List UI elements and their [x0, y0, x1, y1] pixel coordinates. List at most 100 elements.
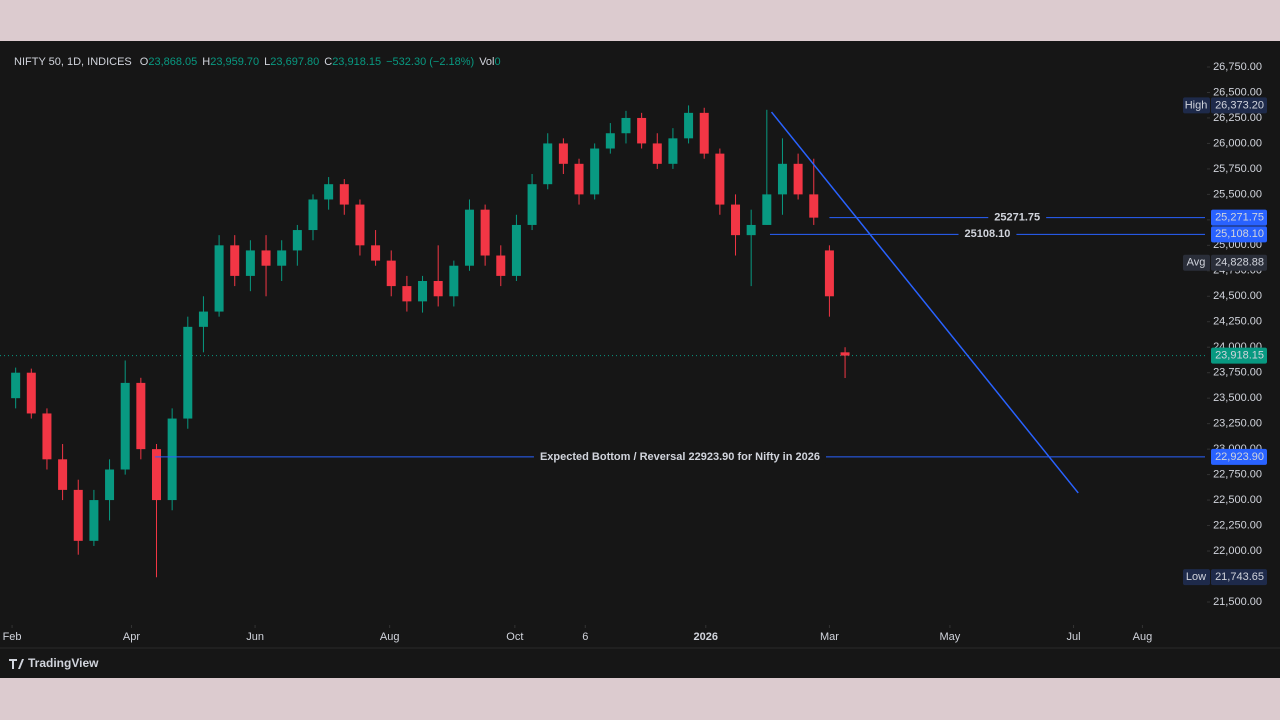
x-tick-label: Mar [820, 631, 839, 643]
candle-body [637, 117, 647, 144]
y-tick-label: 26,500.00 [1213, 86, 1262, 98]
price-badge [1211, 97, 1267, 114]
candle-body [26, 372, 36, 414]
brand-logo [9, 659, 24, 669]
ohlc-key: L [264, 56, 270, 68]
candle-body [308, 199, 318, 231]
ohlc-value: 23,918.15 [332, 56, 381, 68]
ohlc-value: 23,868.05 [148, 56, 197, 68]
candle-body [574, 163, 584, 195]
x-tick-label: Feb [3, 631, 22, 643]
candle-body [324, 184, 334, 200]
candle-body [668, 138, 678, 164]
candle-body [793, 163, 803, 195]
ohlc-value: 23,959.70 [210, 56, 259, 68]
candle-body [652, 143, 662, 164]
candle-body [762, 194, 772, 225]
candle-body [558, 143, 568, 164]
badge-key: High [1185, 99, 1208, 111]
price-badge-text: 25,108.10 [1215, 228, 1264, 240]
line-label: Expected Bottom / Reversal 22923.90 for … [540, 451, 820, 463]
candle-body [277, 250, 287, 266]
price-badge-text: 21,743.65 [1215, 571, 1264, 583]
x-tick-label: Jul [1067, 631, 1081, 643]
price-badge-text: 23,918.15 [1215, 349, 1264, 361]
candle-body [386, 260, 396, 287]
volume-value: 0 [495, 56, 501, 68]
y-tick-label: 23,250.00 [1213, 418, 1262, 430]
candle-body [105, 469, 115, 501]
y-tick-label: 21,500.00 [1213, 596, 1262, 608]
y-tick-label: 22,750.00 [1213, 469, 1262, 481]
candle-body [715, 153, 725, 205]
price-badge-text: 24,828.88 [1215, 257, 1264, 269]
badge-key-bg [1183, 254, 1210, 271]
price-badge [1211, 448, 1267, 465]
candle-body [245, 250, 255, 276]
candle-body [809, 194, 819, 218]
price-badge [1211, 226, 1267, 243]
candle-body [11, 372, 21, 399]
price-badge [1211, 569, 1267, 586]
symbol-legend: NIFTY 50, 1D, INDICES O23,868.05 H23,959.7… [14, 56, 501, 68]
x-tick-label: Oct [506, 631, 523, 643]
price-badge [1211, 209, 1267, 226]
candle-body [183, 326, 193, 419]
line-label: 25271.75 [994, 212, 1040, 224]
badge-key-bg [1183, 97, 1210, 114]
y-tick-label: 22,000.00 [1213, 545, 1262, 557]
candle-body [339, 184, 349, 205]
candle-body [527, 184, 537, 225]
y-tick-label: 25,500.00 [1213, 188, 1262, 200]
candle-body [480, 209, 490, 256]
candle-body [167, 418, 177, 501]
x-tick-label: Jun [246, 631, 264, 643]
ohlc-key: C [324, 56, 332, 68]
candle-body [73, 489, 83, 541]
candle-body [42, 413, 52, 460]
y-tick-label: 22,500.00 [1213, 494, 1262, 506]
x-tick-label: 2026 [694, 631, 718, 643]
y-tick-label: 24,250.00 [1213, 316, 1262, 328]
line-label: 25108.10 [965, 228, 1011, 240]
candle-body [777, 163, 787, 195]
badge-key: Low [1186, 571, 1206, 583]
candle-body [89, 500, 99, 541]
trend-line [770, 111, 1079, 494]
candle-body [449, 265, 459, 297]
candle-body [511, 224, 521, 276]
volume-key: Vol [479, 56, 494, 68]
price-badge-text: 26,373.20 [1215, 99, 1264, 111]
ohlc-value: 23,697.80 [270, 56, 319, 68]
candle-body [151, 449, 161, 501]
candle-body [433, 280, 443, 297]
y-tick-label: 23,750.00 [1213, 367, 1262, 379]
y-tick-label: 25,750.00 [1213, 163, 1262, 175]
ohlc-key: O [140, 56, 149, 68]
candle-body [198, 311, 208, 327]
candle-body [214, 245, 224, 312]
candle-body [402, 286, 412, 302]
price-badge-text: 25,271.75 [1215, 212, 1264, 224]
change: −532.30 (−2.18%) [386, 56, 474, 68]
candle-body [824, 250, 834, 297]
candle-body [746, 224, 756, 236]
candle-body [496, 255, 506, 276]
x-tick-label: May [940, 631, 961, 643]
line-label-bg [958, 227, 1017, 242]
candle-body [58, 459, 68, 490]
line-label-bg [533, 449, 826, 464]
line-label-bg [988, 210, 1047, 225]
price-badge [1211, 254, 1267, 271]
y-tick-label: 26,750.00 [1213, 61, 1262, 73]
candle-body [590, 148, 600, 195]
price-badge [1211, 347, 1267, 364]
candle-body [371, 245, 381, 261]
y-tick-label: 22,250.00 [1213, 519, 1262, 531]
y-tick-label: 23,500.00 [1213, 392, 1262, 404]
y-tick-label: 26,000.00 [1213, 137, 1262, 149]
y-tick-label: 24,500.00 [1213, 290, 1262, 302]
x-tick-label: Apr [123, 631, 140, 643]
candle-body [418, 280, 428, 302]
candle-body [605, 133, 615, 149]
